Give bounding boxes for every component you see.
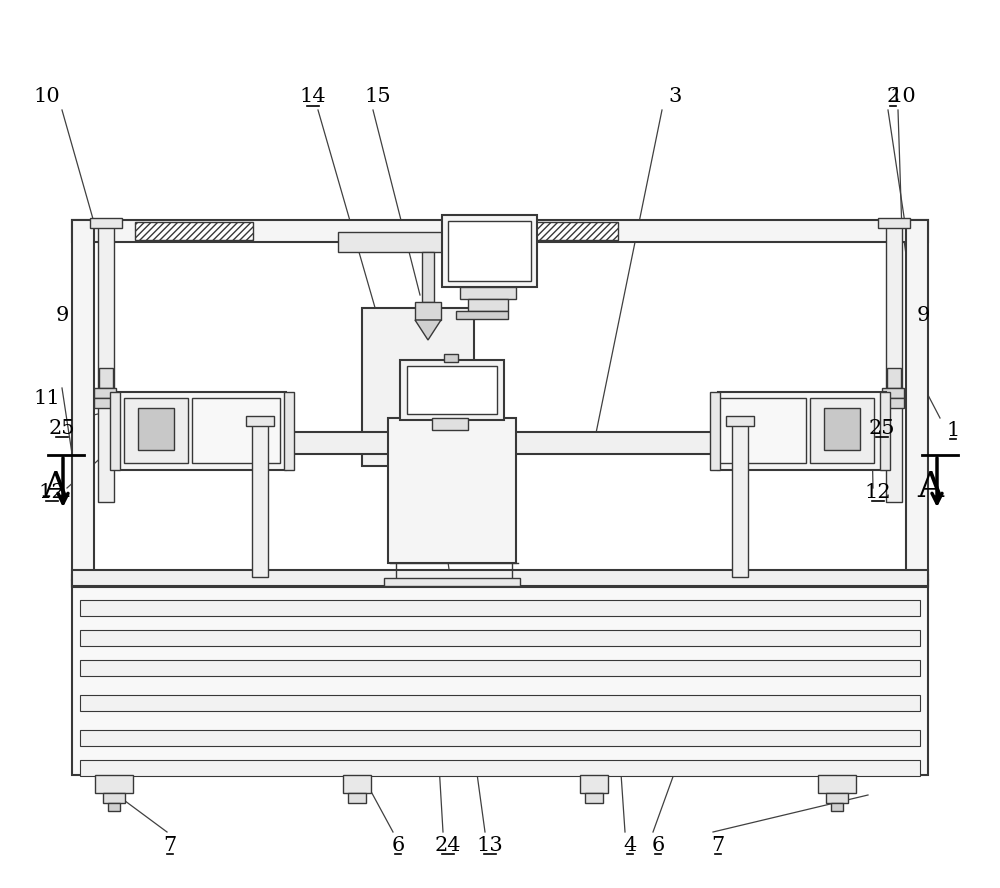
Bar [810, 398, 874, 463]
Text: 10: 10 [890, 88, 916, 107]
Bar [882, 398, 904, 408]
Bar [456, 311, 508, 319]
Bar [442, 215, 537, 287]
Bar [448, 221, 531, 281]
Bar [718, 392, 886, 470]
Bar [108, 803, 120, 811]
Bar [252, 422, 268, 577]
Bar [384, 578, 520, 586]
Bar [80, 660, 920, 676]
Text: 3: 3 [668, 88, 682, 107]
Text: 7: 7 [711, 836, 725, 854]
Bar [726, 416, 754, 426]
Bar [72, 575, 928, 587]
Text: 7: 7 [163, 836, 177, 854]
Bar [99, 368, 113, 388]
Bar [728, 412, 742, 434]
Bar [880, 392, 890, 470]
Bar [826, 793, 848, 803]
Bar [222, 432, 277, 454]
Bar [348, 793, 366, 803]
Bar [710, 392, 720, 470]
Bar [94, 398, 116, 408]
Text: 10: 10 [34, 88, 60, 107]
Bar [338, 232, 498, 252]
Bar [124, 398, 188, 463]
Bar [255, 412, 269, 434]
Bar [432, 418, 468, 430]
Bar [906, 220, 928, 580]
Bar [886, 222, 902, 502]
Bar [138, 408, 174, 450]
Text: 12: 12 [865, 482, 891, 502]
Bar [192, 398, 280, 463]
Bar [882, 388, 904, 398]
Bar [732, 422, 748, 577]
Bar [98, 222, 114, 502]
Text: 15: 15 [365, 88, 391, 107]
Bar [580, 775, 608, 793]
Text: 25: 25 [49, 418, 75, 438]
Bar [407, 366, 497, 414]
Bar [118, 392, 286, 470]
Bar [90, 218, 122, 228]
Polygon shape [415, 320, 441, 340]
Bar [824, 408, 860, 450]
Text: A: A [42, 470, 68, 504]
Bar [362, 308, 474, 466]
Text: 6: 6 [651, 836, 665, 854]
Bar [94, 388, 116, 398]
Text: 11: 11 [34, 389, 60, 408]
Bar [72, 570, 928, 586]
Bar [95, 775, 133, 793]
Bar [460, 287, 516, 299]
Bar [470, 222, 618, 240]
Bar [468, 299, 508, 311]
Text: 12: 12 [39, 482, 65, 502]
Bar [887, 368, 901, 388]
Bar [72, 220, 94, 580]
Bar [246, 416, 274, 426]
Bar [343, 775, 371, 793]
Bar [222, 432, 778, 454]
Text: 1: 1 [946, 421, 960, 440]
Bar [400, 360, 504, 420]
Bar [415, 302, 441, 320]
Text: 9: 9 [55, 305, 69, 324]
Bar [585, 793, 603, 803]
Bar [80, 695, 920, 711]
Text: 6: 6 [391, 836, 405, 854]
Text: 13: 13 [477, 836, 503, 854]
Text: A: A [917, 470, 943, 504]
Bar [723, 432, 778, 454]
Bar [422, 252, 434, 302]
Bar [878, 218, 910, 228]
Bar [444, 354, 458, 362]
Bar [388, 418, 516, 563]
Bar [80, 600, 920, 616]
Text: 25: 25 [869, 418, 895, 438]
Text: 9: 9 [916, 305, 930, 324]
Bar [818, 775, 856, 793]
Bar [135, 222, 253, 240]
Bar [72, 580, 928, 775]
Bar [80, 730, 920, 746]
Text: 24: 24 [435, 836, 461, 854]
Text: 4: 4 [623, 836, 637, 854]
Bar [110, 392, 120, 470]
Bar [80, 760, 920, 776]
Text: 2: 2 [886, 88, 900, 107]
Bar [80, 630, 920, 646]
Bar [718, 398, 806, 463]
Text: 14: 14 [300, 88, 326, 107]
Bar [284, 392, 294, 470]
Bar [72, 220, 928, 242]
Bar [103, 793, 125, 803]
Bar [831, 803, 843, 811]
